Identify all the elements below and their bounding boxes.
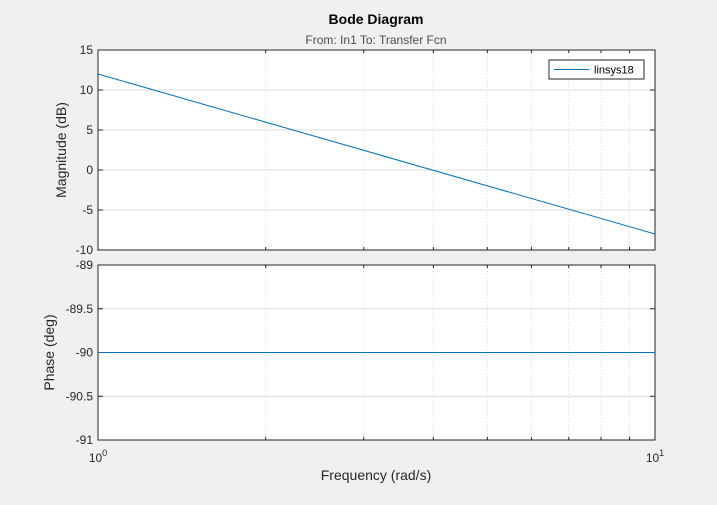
magnitude-plot-area (98, 50, 655, 250)
phase-panel: -89 -89.5 -90 -90.5 -91 Phase (deg) (41, 258, 656, 447)
magnitude-y-axis-label: Magnitude (dB) (53, 102, 69, 198)
x-tick-label: 101 (646, 448, 664, 465)
x-tick-base: 10 (89, 451, 103, 465)
legend-entry: linsys18 (594, 65, 634, 77)
magnitude-y-tick-label: 0 (86, 163, 93, 177)
chart-title: Bode Diagram (329, 11, 424, 27)
legend-box (548, 59, 645, 80)
magnitude-series-line (97, 73, 656, 235)
phase-y-tick-label: -91 (76, 433, 94, 447)
magnitude-axes-box (97, 49, 656, 251)
phase-y-tick-label: -89 (76, 258, 94, 272)
magnitude-y-tick-label: -10 (76, 243, 94, 257)
magnitude-panel: 15 10 5 0 -5 -10 Magnitude (dB) (53, 43, 656, 257)
phase-y-tick-label: -89.5 (66, 302, 94, 316)
legend: linsys18 (548, 59, 645, 80)
magnitude-y-tick-label: 10 (80, 83, 94, 97)
x-tick-exponent: 0 (102, 448, 107, 458)
x-axis-label: Frequency (rad/s) (321, 467, 431, 483)
phase-y-axis-label: Phase (deg) (41, 314, 57, 390)
x-tick-base: 10 (646, 451, 660, 465)
chart-subtitle: From: In1 To: Transfer Fcn (305, 33, 446, 47)
phase-y-tick-label: -90 (76, 346, 94, 360)
phase-y-tick-label: -90.5 (66, 389, 94, 403)
x-tick-exponent: 1 (659, 448, 664, 458)
magnitude-y-tick-label: 15 (80, 43, 94, 57)
x-tick-label: 100 (89, 448, 107, 465)
magnitude-y-tick-label: -5 (82, 203, 93, 217)
magnitude-y-tick-label: 5 (86, 123, 93, 137)
